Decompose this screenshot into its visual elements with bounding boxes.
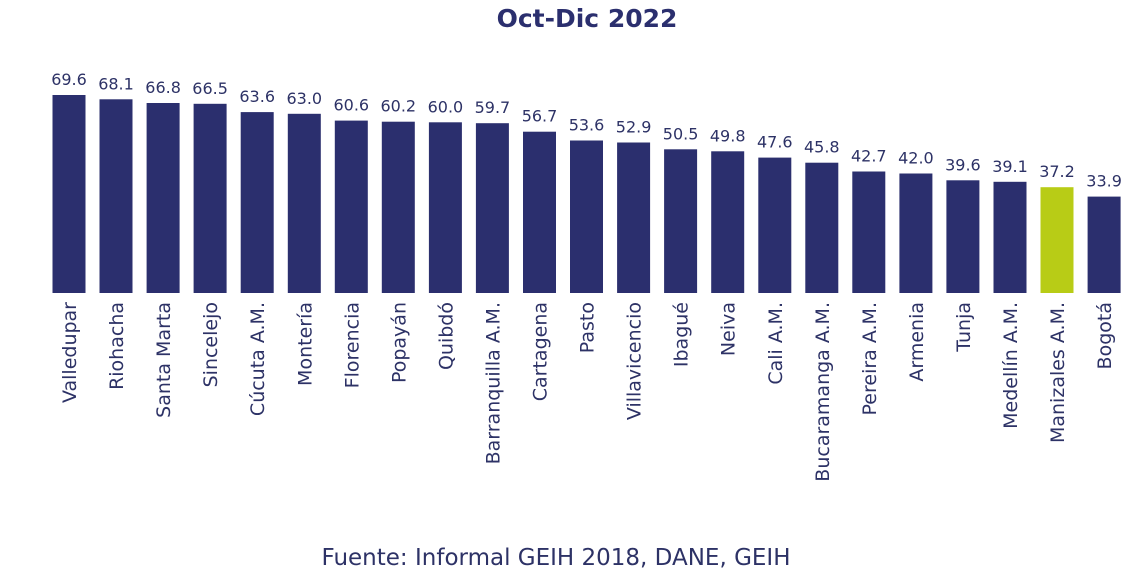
bar-6 xyxy=(334,120,368,293)
category-label-5: Montería xyxy=(294,302,316,386)
value-label-15: 47.6 xyxy=(757,133,793,152)
category-label-17: Pereira A.M. xyxy=(859,302,881,415)
value-label-12: 52.9 xyxy=(616,118,652,137)
category-label-12: Villavicencio xyxy=(624,302,646,420)
bar-8 xyxy=(428,122,462,293)
category-labels-group: Valledupar Riohacha Santa Marta Sincelejo Cú… xyxy=(59,302,1116,482)
value-labels-group: 69.6 68.1 66.8 66.5 63.6 63.0 60.6 60.2 60.0 59.7… xyxy=(51,70,1122,191)
value-label-11: 53.6 xyxy=(569,116,605,135)
bar-12 xyxy=(617,142,651,293)
category-label-2: Santa Marta xyxy=(153,302,175,418)
category-label-7: Popayán xyxy=(388,302,410,383)
bar-16 xyxy=(805,162,839,293)
category-label-10: Cartagena xyxy=(530,302,552,401)
bar-0 xyxy=(52,95,86,293)
bar-1 xyxy=(99,99,133,293)
value-label-10: 56.7 xyxy=(522,107,558,126)
chart-title: Oct-Dic 2022 xyxy=(497,4,678,33)
category-label-21: Manizales A.M. xyxy=(1047,302,1069,443)
value-label-1: 68.1 xyxy=(98,74,134,93)
bar-2 xyxy=(146,103,180,293)
bar-11 xyxy=(570,140,603,293)
bar-5 xyxy=(287,113,321,293)
category-label-20: Medellín A.M. xyxy=(1000,302,1022,429)
value-label-4: 63.6 xyxy=(239,87,275,106)
bar-21 xyxy=(1040,187,1074,293)
bar-20 xyxy=(993,181,1027,293)
value-label-16: 45.8 xyxy=(804,138,840,157)
category-label-18: Armenia xyxy=(906,302,928,382)
bar-15 xyxy=(758,157,792,293)
category-label-4: Cúcuta A.M. xyxy=(247,302,269,416)
value-label-2: 66.8 xyxy=(145,78,181,97)
category-label-8: Quibdó xyxy=(435,302,457,370)
category-label-13: Ibagué xyxy=(671,302,693,367)
category-label-16: Bucaramanga A.M. xyxy=(812,302,834,482)
bar-22 xyxy=(1087,196,1121,293)
value-label-14: 49.8 xyxy=(710,126,746,145)
value-label-17: 42.7 xyxy=(851,147,887,166)
bar-14 xyxy=(711,151,745,293)
category-label-0: Valledupar xyxy=(59,302,81,403)
bar-3 xyxy=(193,103,227,293)
bar-10 xyxy=(523,131,556,293)
category-label-22: Bogotá xyxy=(1094,302,1116,369)
value-label-19: 39.6 xyxy=(945,155,981,174)
value-label-3: 66.5 xyxy=(192,79,228,98)
bar-18 xyxy=(899,173,933,293)
value-label-20: 39.1 xyxy=(992,157,1028,176)
chart-source: Fuente: Informal GEIH 2018, DANE, GEIH xyxy=(321,545,790,570)
category-label-15: Cali A.M. xyxy=(765,302,787,385)
value-label-5: 63.0 xyxy=(286,89,322,108)
bar-17 xyxy=(852,171,886,293)
bar-4 xyxy=(240,112,274,293)
value-label-7: 60.2 xyxy=(380,97,416,116)
value-label-8: 60.0 xyxy=(428,97,464,116)
category-label-3: Sincelejo xyxy=(200,302,222,387)
category-label-1: Riohacha xyxy=(106,302,128,390)
bar-7 xyxy=(381,121,415,293)
value-label-0: 69.6 xyxy=(51,70,87,89)
bars-group xyxy=(52,95,1121,293)
bar-9 xyxy=(475,123,509,293)
value-label-9: 59.7 xyxy=(475,98,511,117)
bar-13 xyxy=(664,149,698,293)
category-label-11: Pasto xyxy=(577,302,599,353)
category-label-6: Florencia xyxy=(341,302,363,388)
value-label-22: 33.9 xyxy=(1086,172,1122,191)
value-label-6: 60.6 xyxy=(333,96,369,115)
value-label-21: 37.2 xyxy=(1039,162,1075,181)
value-label-18: 42.0 xyxy=(898,149,934,168)
category-label-9: Barranquilla A.M. xyxy=(482,302,504,464)
bar-19 xyxy=(946,180,980,293)
category-label-19: Tunja xyxy=(953,302,975,353)
category-label-14: Neiva xyxy=(718,302,740,356)
value-label-13: 50.5 xyxy=(663,124,699,143)
